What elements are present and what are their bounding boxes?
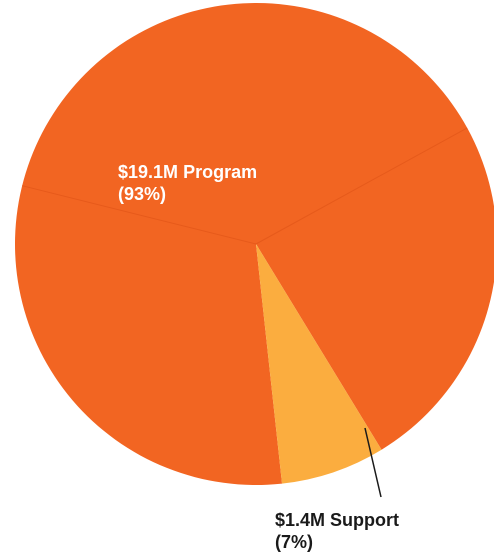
support-leader-line [364,427,382,498]
support-amount: $1.4M [275,510,326,530]
program-label: Program [183,162,258,182]
pie-seam-line-1 [22,185,257,245]
program-slice-label: $19.1M Program (93%) [118,161,257,205]
support-label: Support [330,510,400,530]
program-amount: $19.1M [118,162,179,182]
support-slice-label: $1.4M Support (7%) [275,509,399,553]
pie-seam-line-2 [255,127,468,245]
program-percent: (93%) [118,184,167,204]
pie-slice-support [256,244,382,484]
support-percent: (7%) [275,532,314,552]
